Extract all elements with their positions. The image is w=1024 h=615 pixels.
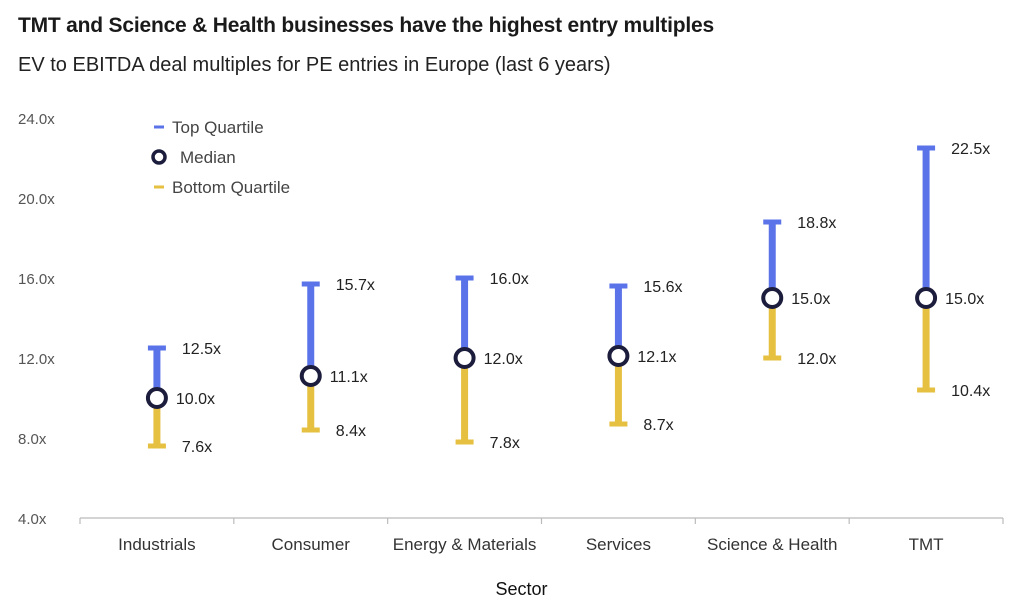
bottom-quartile-label: 12.0x — [797, 351, 836, 368]
y-tick-label: 20.0x — [18, 191, 55, 208]
x-tick-label: Science & Health — [707, 535, 837, 554]
y-tick-label: 4.0x — [18, 511, 47, 528]
legend-label-bottom-quartile: Bottom Quartile — [172, 178, 290, 197]
x-tick-label: TMT — [909, 535, 944, 554]
bottom-quartile-label: 7.8x — [490, 435, 520, 452]
median-point — [761, 287, 784, 309]
top-quartile-label: 12.5x — [182, 341, 221, 358]
top-quartile-label: 18.8x — [797, 215, 836, 232]
median-label: 10.0x — [176, 391, 215, 408]
y-tick-label: 24.0x — [18, 111, 55, 128]
x-axis-title: Sector — [495, 579, 547, 599]
median-label: 12.1x — [637, 349, 676, 366]
x-tick-label: Energy & Materials — [393, 535, 537, 554]
x-tick-label: Services — [586, 535, 651, 554]
y-tick-label: 16.0x — [18, 271, 55, 288]
median-label: 12.0x — [484, 351, 523, 368]
median-label: 15.0x — [945, 291, 984, 308]
legend-label-top-quartile: Top Quartile — [172, 118, 264, 137]
top-quartile-label: 22.5x — [951, 141, 990, 158]
median-label: 11.1x — [330, 369, 368, 386]
top-quartile-label: 15.7x — [336, 277, 375, 294]
bottom-quartile-label: 8.4x — [336, 423, 366, 440]
median-point — [145, 387, 168, 409]
y-tick-label: 12.0x — [18, 351, 55, 368]
median-point — [299, 365, 322, 387]
legend-swatch-median — [151, 149, 167, 165]
median-point — [915, 287, 938, 309]
chart-subtitle: EV to EBITDA deal multiples for PE entri… — [18, 54, 611, 76]
x-tick-label: Industrials — [118, 535, 195, 554]
bottom-quartile-label: 7.6x — [182, 439, 212, 456]
median-label: 15.0x — [791, 291, 830, 308]
top-quartile-label: 16.0x — [490, 271, 529, 288]
bottom-quartile-label: 10.4x — [951, 383, 990, 400]
median-point — [607, 345, 630, 367]
y-tick-label: 8.0x — [18, 431, 47, 448]
x-tick-label: Consumer — [272, 535, 351, 554]
top-quartile-label: 15.6x — [643, 279, 682, 296]
bottom-quartile-label: 8.7x — [643, 417, 673, 434]
legend-label-median: Median — [180, 148, 236, 167]
chart-title: TMT and Science & Health businesses have… — [18, 14, 714, 37]
median-point — [453, 347, 476, 369]
